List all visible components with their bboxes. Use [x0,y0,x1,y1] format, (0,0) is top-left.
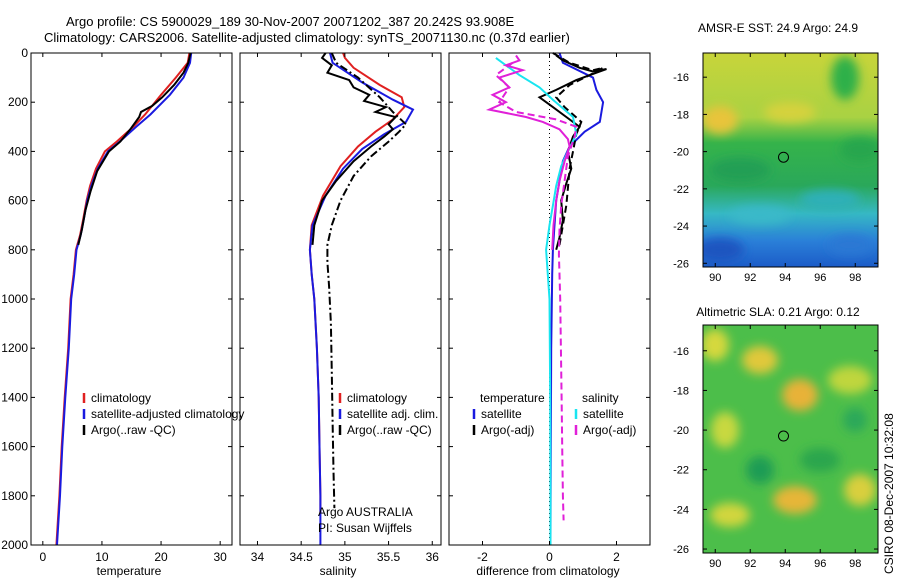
plot-frame [239,52,442,546]
y-tick-label: -18 [673,109,689,121]
x-tick-label: 98 [849,272,861,284]
y-tick-label: 0 [21,46,28,60]
x-tick-label: 96 [814,272,826,284]
y-tick-label: -24 [673,504,689,516]
x-axis-label: difference from climatology [476,564,619,578]
x-tick-label: 20 [154,550,168,564]
map-frame [702,324,879,554]
x-tick-label: 92 [744,272,756,284]
y-tick-label: -16 [673,72,689,84]
series-line-2 [56,52,193,546]
series-line-3 [552,52,604,246]
legend-label: Argo(..raw -QC) [347,423,432,437]
x-tick-label: 36 [426,550,440,564]
y-tick-label: 1400 [1,390,28,404]
series-line-3 [77,52,192,246]
difference-profile-panel: -2 0 2 difference from climatology tempera… [448,52,651,578]
x-tick-label: 0 [546,550,553,564]
y-tick-label: 600 [8,194,28,208]
y-tick-label: 1600 [1,440,28,454]
float-position-marker [778,430,789,442]
temperature-profile-panel: 0 10 20 30 0 200 400 600 800 1000 1200 1400 1600 1800… [1,46,244,578]
y-tick-label: 200 [8,95,28,109]
x-tick-label: 94 [779,272,791,284]
x-tick-label: 90 [709,558,721,570]
x-tick-label: 90 [709,272,721,284]
legend-label: satellite [583,407,624,421]
y-tick-label: -20 [673,147,689,159]
x-tick-label: 34.5 [289,550,313,564]
sla-field-texture [703,329,876,527]
credit-text: CSIRO 08-Dec-2007 10:32:08 [882,413,896,574]
y-tick-label: 800 [8,243,28,257]
legend-label: Argo(-adj) [481,423,534,437]
x-tick-label: 94 [779,558,791,570]
x-tick-label: 0 [39,550,46,564]
chart-legend: temperature satellite Argo(-adj) salinity sa… [472,391,636,437]
y-tick-label: -26 [673,544,689,556]
x-tick-label: 30 [213,550,227,564]
chart-legend: climatology satellite adj. clim. Argo(..ra… [338,391,438,437]
y-tick-label: -18 [673,385,689,397]
legend-label: climatology [91,391,151,405]
legend-group-title: salinity [582,391,619,405]
legend-label: Argo(..raw -QC) [91,423,176,437]
y-tick-label: 2000 [1,538,28,552]
y-tick-label: 1800 [1,489,28,503]
y-tick-label: -22 [673,465,689,477]
sla-map-panel: Altimetric SLA: 0.21 Argo: 0.12 90 92 94 96… [673,305,879,570]
legend-label: satellite [481,407,522,421]
legend-label: satellite-adjusted climatology [91,407,244,421]
series-line-2 [308,52,415,545]
series-line-4 [495,57,578,545]
y-tick-label: -22 [673,184,689,196]
y-tick-label: 400 [8,144,28,158]
legend-group-title: temperature [480,391,545,405]
y-tick-label: -26 [673,258,689,270]
x-tick-label: 98 [849,558,861,570]
sst-field-texture [703,56,878,262]
series-line-6 [494,61,578,521]
x-tick-label: 34 [251,550,265,564]
y-tick-label: -20 [673,425,689,437]
y-tick-label: -16 [673,346,689,358]
annotation-line2: PI: Susan Wijffels [318,521,412,535]
figure-title-line2: Climatology: CARS2006. Satellite-adjuste… [44,30,570,45]
x-tick-label: -2 [477,550,488,564]
series-line-1 [55,52,191,546]
sst-map-panel: AMSR-E SST: 24.9 Argo: 24.9 90 92 94 96 98 -1… [673,21,879,284]
float-position-marker [778,151,789,163]
series-line-4 [326,52,408,509]
x-tick-label: 35 [338,550,352,564]
x-tick-label: 10 [95,550,109,564]
map-title: Altimetric SLA: 0.21 Argo: 0.12 [696,305,860,319]
y-tick-label: 1000 [1,292,28,306]
series-line-5 [485,54,571,250]
x-axis-label: salinity [320,564,357,578]
x-tick-label: 2 [613,550,620,564]
legend-label: satellite adj. clim. [347,407,438,421]
map-frame [702,52,879,268]
x-axis-label: temperature [97,564,162,578]
x-tick-label: 35.5 [377,550,401,564]
series-line-3 [311,52,398,245]
legend-label: Argo(-adj) [583,423,636,437]
x-tick-label: 96 [814,558,826,570]
x-tick-label: 92 [744,558,756,570]
legend-label: climatology [347,391,407,405]
chart-legend: climatology satellite-adjusted climatolog… [82,391,244,437]
annotation-line1: Argo AUSTRALIA [318,505,413,519]
figure-title-line1: Argo profile: CS 5900029_189 30-Nov-2007… [66,14,514,29]
y-tick-label: 1200 [1,341,28,355]
y-tick-label: -24 [673,221,689,233]
map-title: AMSR-E SST: 24.9 Argo: 24.9 [698,21,858,35]
salinity-profile-panel: 34 34.5 35 35.5 36 salinity climatology satel… [239,52,442,578]
